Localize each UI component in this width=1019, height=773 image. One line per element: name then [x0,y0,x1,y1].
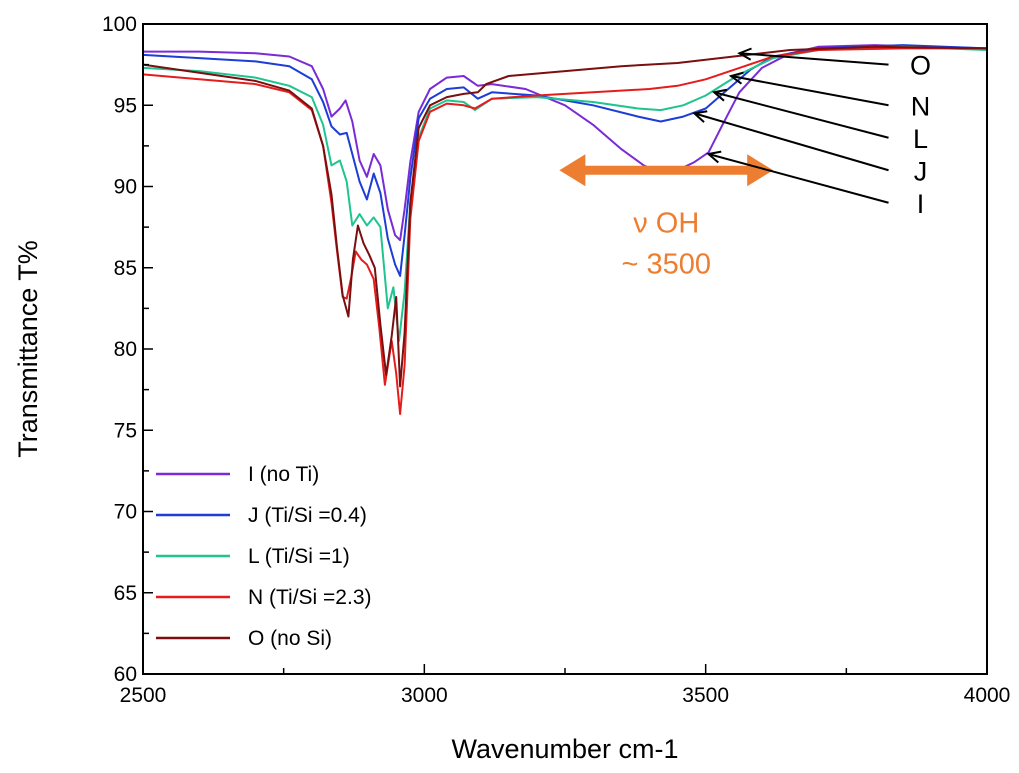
x-tick-label: 4000 [964,684,1011,707]
oh-arrow-head-right [747,154,774,187]
curve-pointer-head-L [711,88,728,102]
legend-label-5: O (no Si) [248,627,332,650]
y-tick-label: 65 [114,582,137,605]
oh-label: ν OH [633,207,699,239]
y-tick-label: 95 [114,94,137,117]
x-axis-title: Wavenumber cm-1 [451,734,678,764]
legend-label-4: N (Ti/Si =2.3) [248,586,372,609]
series-line-4 [142,47,987,415]
curve-pointer-L [713,91,889,139]
curve-label-J: J [914,156,928,186]
y-tick-label: 75 [114,419,137,442]
curve-label-N: N [911,91,931,121]
plot-lines [142,44,988,415]
y-tick-label: 85 [114,257,137,280]
plot-frame [142,23,988,675]
curve-label-O: O [910,51,931,81]
curve-pointer-J [694,112,889,172]
y-axis-title: Transmittance T% [13,240,43,458]
y-tick-label: 80 [114,338,137,361]
oh-arrow-head-left [559,154,586,187]
legend-label-3: L (Ti/Si =1) [248,545,350,568]
curve-label-L: L [913,124,928,154]
y-tick-label: 100 [102,13,137,36]
curve-label-I: I [917,189,925,219]
curve-pointer-N [730,75,889,107]
series-line-3 [142,45,988,342]
legend-label-2: J (Ti/Si =0.4) [248,504,367,527]
curve-pointer-head-J [692,110,708,123]
axis-ticks: 2500 3000 3500 4000 60 65 70 75 80 85 90 95 100 [102,13,1010,707]
oh-wavenumber-label: ~ 3500 [622,248,712,280]
y-tick-label: 60 [114,663,137,686]
series-line-2 [142,44,988,277]
curve-pointer-head-O [737,47,752,61]
legend: I (no Ti) J (Ti/Si =0.4) L (Ti/Si =1) N (Ti… [156,463,372,650]
series-line-1 [143,44,988,242]
legend-label-1: I (no Ti) [248,463,319,486]
y-tick-label: 90 [114,176,137,199]
y-tick-label: 70 [114,501,137,524]
x-tick-label: 3000 [401,684,448,707]
curve-pointer-head-I [706,150,722,164]
x-tick-label: 3500 [682,684,729,707]
curve-pointer-O [739,52,889,66]
series-line-5 [142,45,988,388]
curve-pointer-head-N [728,71,744,85]
x-tick-label: 2500 [120,684,167,707]
curve-pointer-I [708,153,889,204]
